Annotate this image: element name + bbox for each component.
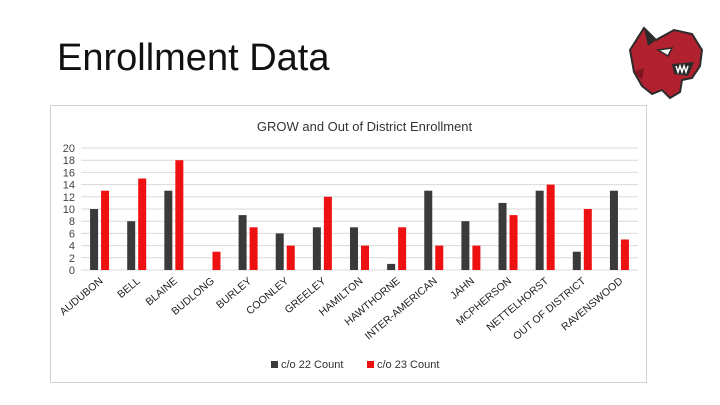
bar-co23 <box>101 190 110 270</box>
category-label: BELL <box>115 275 143 301</box>
bar-co22 <box>90 209 99 270</box>
bar-co23 <box>435 245 444 270</box>
bar-co23 <box>509 215 518 270</box>
bobcat-mascot-icon <box>628 26 704 100</box>
category-label: JAHN <box>448 275 477 302</box>
chart-title: GROW and Out of District Enrollment <box>257 119 473 134</box>
y-tick-label: 6 <box>69 228 75 240</box>
bar-co22 <box>350 227 358 270</box>
bar-co22 <box>461 221 470 270</box>
bar-co23 <box>138 178 147 270</box>
bar-co23 <box>323 196 332 270</box>
enrollment-bar-chart: GROW and Out of District Enrollment 02468… <box>58 119 638 371</box>
bar-co22 <box>424 190 433 270</box>
bar-co22 <box>238 215 247 270</box>
bar-co22 <box>127 221 136 270</box>
bar-co22 <box>312 227 321 270</box>
bar-co22 <box>387 263 396 270</box>
bar-co23 <box>361 245 369 270</box>
y-tick-label: 12 <box>63 192 75 204</box>
category-label: NETTELHORST <box>484 275 551 334</box>
bar-co22 <box>535 190 544 270</box>
legend-label: c/o 22 Count <box>281 359 343 371</box>
y-tick-label: 18 <box>63 155 75 167</box>
bar-co23 <box>175 160 184 270</box>
legend-swatch <box>367 361 374 368</box>
bar-co22 <box>609 190 618 270</box>
y-tick-label: 16 <box>63 167 75 179</box>
bar-co23 <box>472 245 481 270</box>
y-tick-label: 10 <box>63 204 75 216</box>
y-tick-label: 8 <box>69 216 75 228</box>
bar-co23 <box>546 184 555 270</box>
bar-co22 <box>275 233 284 270</box>
bar-co23 <box>249 227 258 270</box>
category-label: AUDUBON <box>58 275 106 318</box>
bar-co23 <box>583 209 592 270</box>
bar-co22 <box>498 202 507 270</box>
y-tick-label: 2 <box>69 253 75 265</box>
bar-co23 <box>398 227 407 270</box>
y-tick-label: 14 <box>63 180 75 192</box>
bar-co23 <box>212 251 221 270</box>
y-tick-label: 20 <box>63 143 75 155</box>
bar-co23 <box>620 239 629 270</box>
legend-label: c/o 23 Count <box>377 359 439 371</box>
bar-co22 <box>572 251 581 270</box>
chart-frame: GROW and Out of District Enrollment 0 2 4 6 8… <box>50 105 647 383</box>
slide-title: Enrollment Data <box>57 37 330 79</box>
y-tick-label: 0 <box>69 265 75 277</box>
y-tick-label: 4 <box>69 241 75 253</box>
bar-co23 <box>286 245 295 270</box>
legend-swatch <box>271 361 278 368</box>
bar-co22 <box>164 190 173 270</box>
